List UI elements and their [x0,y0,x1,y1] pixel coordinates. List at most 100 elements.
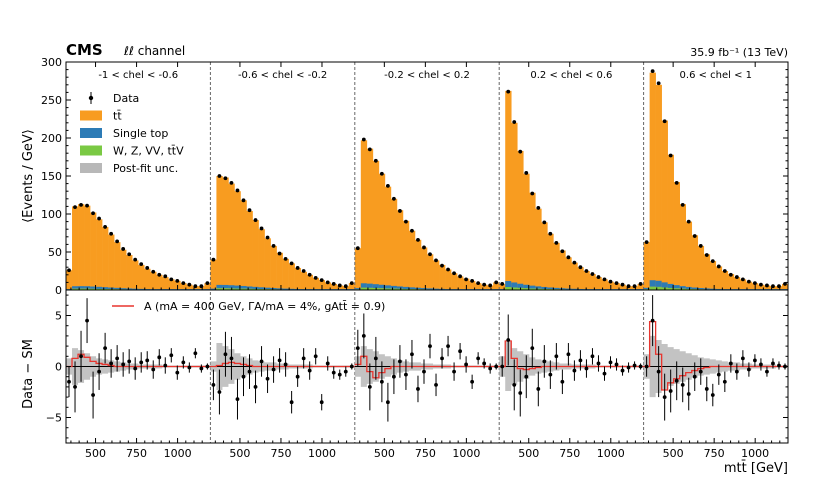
single-top-bar [126,288,133,290]
data-point [241,198,246,203]
ttbar-bar [529,192,536,290]
ttbar-bar [378,173,386,290]
data-point [398,209,402,213]
wzvv-bar [246,288,253,290]
wzvv-bar [240,288,247,290]
single-top-bar [360,283,368,288]
diff-point [518,391,523,395]
ttbar-bar [643,242,650,290]
ttbar-bar [186,284,193,290]
single-top-bar [102,287,109,290]
data-point [632,284,637,289]
single-top-bar [72,286,79,289]
top-subpanel-1: -1 < chel < -0.6 [66,62,211,290]
top-subpanel-5: 0.6 < chel < 1 [643,62,789,291]
diff-point [753,358,757,363]
data-point [626,284,631,289]
top-subpanel-3: -0.2 < chel < 0.2 [354,62,500,290]
data-point [175,278,180,283]
diff-point [777,363,781,368]
x-tick-label: 750 [704,447,725,460]
ttbar-bar [571,262,578,290]
data-point [404,219,408,224]
ttbar-bar [168,279,175,290]
diff-point [325,361,330,366]
diff-point [686,392,691,396]
data-point [608,279,613,284]
data-point [692,234,697,238]
x-tick-label: 750 [126,447,147,460]
diff-point [265,376,270,381]
diff-point [602,371,607,376]
diff-point [692,374,697,379]
ttbar-bar [126,255,133,290]
ttbar-bar [324,282,332,290]
data-point [536,206,541,210]
diff-point [728,361,733,366]
diff-point [614,362,619,367]
diff-point [169,353,174,358]
single-top-bar [378,284,386,289]
single-top-bar [739,289,747,290]
single-top-bar [709,288,717,290]
single-top-bar [282,288,289,290]
ttbar-bar [559,250,566,290]
single-top-bar [481,289,488,290]
wzvv-bar [360,287,368,290]
wzvv-bar [673,288,680,290]
diff-point [464,362,469,367]
ttbar-bar [499,283,506,290]
diff-point [349,364,354,369]
single-top-bar [222,284,229,289]
legend-swatch [80,110,102,121]
ttbar-bar [66,270,73,290]
single-top-bar [553,287,560,290]
y-tick-label: 150 [41,170,62,183]
data-point [530,191,535,196]
diff-point [446,344,450,348]
diff-point [698,369,703,374]
data-point [259,226,264,231]
data-point [740,277,745,282]
diff-point [193,351,198,356]
data-point [524,171,529,175]
ttbar-bar [306,274,313,290]
signal-line [66,353,211,368]
diff-point [295,374,300,379]
diff-point [139,360,144,365]
data-point [392,196,396,201]
diff-point [157,355,162,360]
data-point [759,282,763,287]
data-point [85,203,89,208]
single-top-bar [312,289,319,290]
ttbar-bar [655,84,662,290]
data-point [163,274,168,279]
wzvv-bar [234,288,241,290]
y-tick-label: −5 [46,412,62,425]
ttbar-bar [414,239,422,290]
ttbar-bar [132,260,139,290]
diff-point [73,385,77,389]
ttbar-bar [595,277,602,290]
ttbar-bar [781,283,789,290]
wzvv-bar [679,288,687,290]
single-top-bar [180,289,187,290]
diff-point [608,360,613,365]
diff-point [121,362,126,367]
single-top-bar [517,283,524,288]
ttbar-bar [342,286,350,290]
single-top-bar [427,288,434,290]
data-point [716,264,721,269]
ttbar-bar [234,191,241,290]
single-top-bar [90,286,97,289]
diff-point [211,382,216,387]
ttbar-bar [583,271,590,290]
y-tick-label: 50 [48,246,62,259]
data-point [283,256,288,261]
legend-label: Single top [113,127,168,140]
ttbar-bar [469,280,476,290]
single-top-bar [529,285,536,289]
top-subpanel-2: -0.6 < chel < -0.2 [210,62,356,290]
diff-point [205,364,210,369]
ttbar-bar [198,286,205,290]
